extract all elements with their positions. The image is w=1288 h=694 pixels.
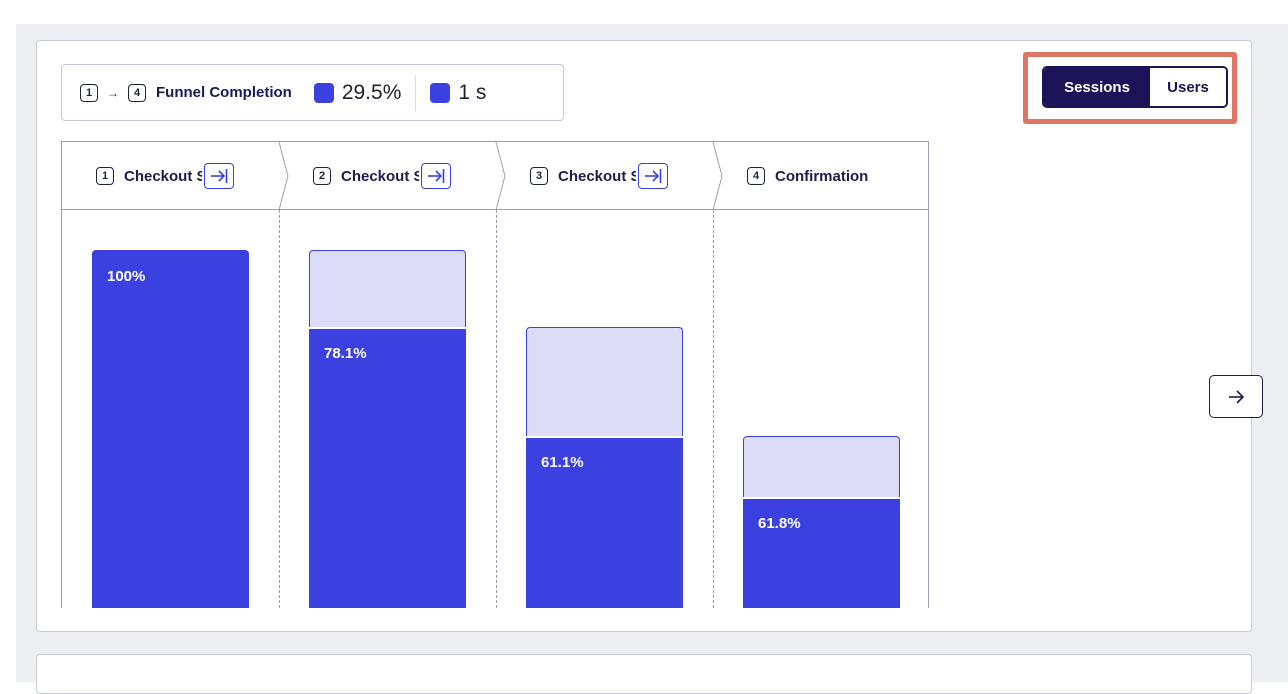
next-steps-button[interactable]: [1209, 375, 1263, 418]
dropoff-bar[interactable]: [309, 250, 466, 327]
toggle-sessions[interactable]: Sessions: [1044, 68, 1150, 106]
summary-divider: [415, 74, 417, 111]
arrow-right-icon: [1229, 389, 1245, 404]
step-2-header: 2 Checkout S: [313, 142, 451, 210]
step-chevron-separators: [278, 142, 723, 210]
funnel-summary: 1 → 4 Funnel Completion 29.5% 1 s: [61, 64, 564, 121]
dropoff-bar[interactable]: [743, 435, 900, 497]
conversion-bar[interactable]: [743, 498, 900, 608]
summary-from-step: 1: [80, 83, 98, 102]
sessions-users-toggle[interactable]: Sessions Users: [1042, 66, 1228, 108]
step-4-number: 4: [747, 167, 765, 185]
step-3-label: Checkout S: [558, 167, 636, 185]
summary-to-step: 4: [128, 83, 146, 102]
step-3-header: 3 Checkout S: [530, 142, 668, 210]
completion-swatch: [313, 82, 334, 103]
step-3-number: 3: [530, 167, 548, 185]
summary-title: Funnel Completion: [156, 84, 292, 101]
duration-swatch: [430, 82, 451, 103]
step-4-header: 4 Confirmation: [747, 142, 868, 210]
toggle-users[interactable]: Users: [1150, 68, 1226, 106]
step-2-label: Checkout S: [341, 167, 419, 185]
conversion-bar[interactable]: [526, 437, 683, 608]
summary-arrow: →: [107, 85, 119, 100]
step-3-jump-button[interactable]: [638, 163, 668, 189]
conversion-label: 78.1%: [324, 344, 367, 362]
completion-duration: 1 s: [458, 80, 487, 104]
funnel-steps-header: 1 Checkout S 2 Checkout S: [62, 142, 928, 210]
conversion-bar[interactable]: [92, 250, 249, 608]
column-divider: [279, 210, 280, 608]
conversion-label: 100%: [107, 268, 146, 285]
step-4-label: Confirmation: [775, 167, 869, 185]
step-1-label: Checkout S: [124, 167, 202, 185]
conversion-label: 61.8%: [758, 514, 801, 532]
funnel-chart: 1 Checkout S 2 Checkout S: [61, 141, 929, 608]
step-1-jump-button[interactable]: [204, 163, 234, 189]
column-divider: [496, 210, 497, 608]
jump-to-step-icon: [645, 169, 662, 183]
column-divider: [713, 210, 714, 608]
conversion-bar[interactable]: [309, 328, 466, 608]
step-1-header: 1 Checkout S: [96, 142, 234, 210]
jump-to-step-icon: [211, 169, 228, 183]
next-card: [36, 654, 1252, 694]
dropoff-bar[interactable]: [526, 326, 683, 436]
jump-to-step-icon: [428, 169, 445, 183]
step-2-jump-button[interactable]: [421, 163, 451, 189]
step-2-number: 2: [313, 167, 331, 185]
toggle-highlight: [1023, 52, 1237, 124]
step-1-number: 1: [96, 167, 114, 185]
conversion-label: 61.1%: [541, 453, 584, 471]
completion-rate: 29.5%: [341, 80, 402, 104]
